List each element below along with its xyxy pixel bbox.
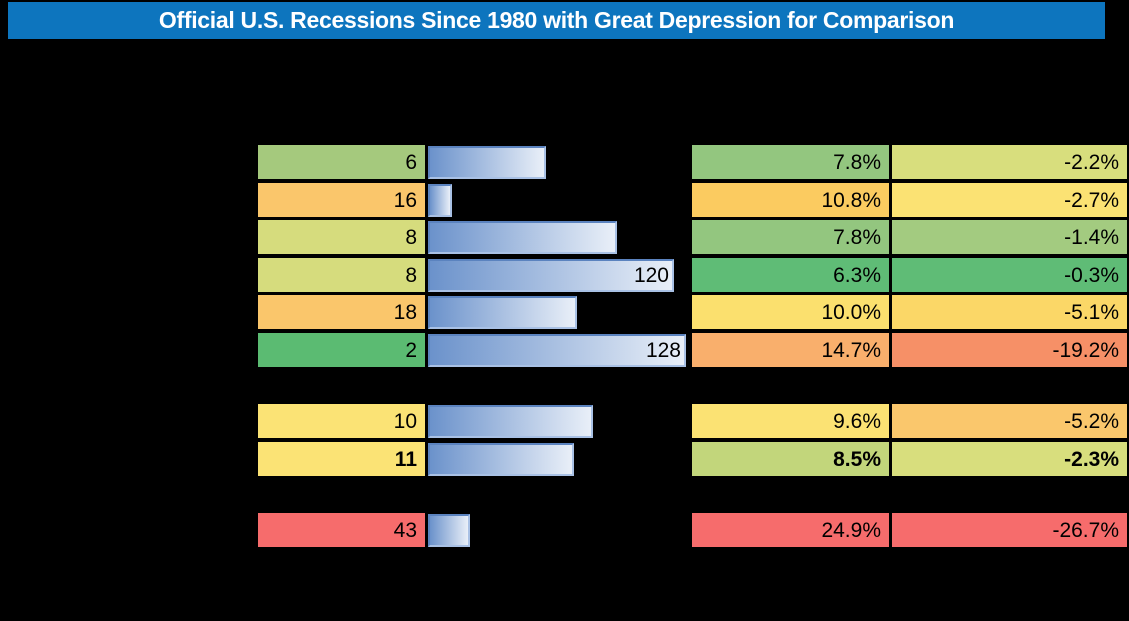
- duration-cell: 43: [256, 511, 427, 549]
- percent-cell-2: -5.2%: [890, 402, 1129, 440]
- percent-cell-2: -26.7%: [890, 511, 1129, 549]
- duration-cell: 6: [256, 143, 427, 181]
- percent-cell-2: -5.1%: [890, 293, 1129, 331]
- percent-cell-2: -19.2%: [890, 331, 1129, 369]
- duration-cell: 10: [256, 402, 427, 440]
- duration-cell: 18: [256, 293, 427, 331]
- percent-cell-1: 14.7%: [690, 331, 891, 369]
- duration-cell: 8: [256, 218, 427, 256]
- expansion-data-bar: [428, 221, 617, 254]
- expansion-data-bar: [428, 405, 593, 438]
- duration-cell: 2: [256, 331, 427, 369]
- expansion-data-bar: 120: [428, 259, 674, 292]
- percent-cell-2: -1.4%: [890, 218, 1129, 256]
- percent-cell-2: -2.3%: [890, 440, 1129, 478]
- expansion-data-bar: [428, 443, 574, 476]
- percent-cell-2: -2.2%: [890, 143, 1129, 181]
- page-title: Official U.S. Recessions Since 1980 with…: [158, 7, 955, 33]
- percent-cell-1: 7.8%: [690, 143, 891, 181]
- percent-cell-1: 6.3%: [690, 256, 891, 294]
- duration-cell: 11: [256, 440, 427, 478]
- percent-cell-1: 7.8%: [690, 218, 891, 256]
- duration-cell: 16: [256, 181, 427, 219]
- percent-cell-2: -2.7%: [890, 181, 1129, 219]
- percent-cell-1: 9.6%: [690, 402, 891, 440]
- percent-cell-1: 10.0%: [690, 293, 891, 331]
- percent-cell-2: -0.3%: [890, 256, 1129, 294]
- expansion-data-bar: [428, 514, 470, 547]
- expansion-data-bar: [428, 296, 577, 329]
- duration-cell: 8: [256, 256, 427, 294]
- expansion-data-bar: 128: [428, 334, 686, 367]
- percent-cell-1: 24.9%: [690, 511, 891, 549]
- expansion-data-bar: [428, 146, 546, 179]
- expansion-data-bar: [428, 184, 452, 217]
- title-bar: Official U.S. Recessions Since 1980 with…: [8, 2, 1105, 39]
- percent-cell-1: 10.8%: [690, 181, 891, 219]
- percent-cell-1: 8.5%: [690, 440, 891, 478]
